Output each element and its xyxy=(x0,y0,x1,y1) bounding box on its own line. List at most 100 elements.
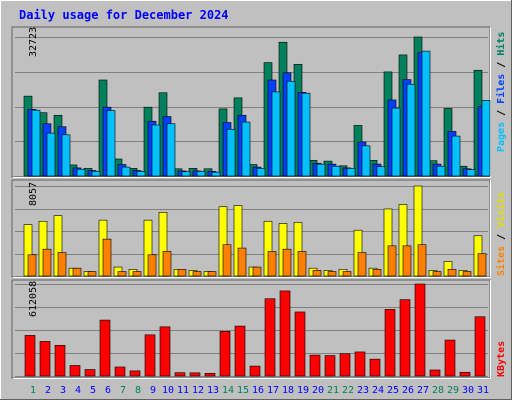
kbytes-bar xyxy=(159,326,171,377)
kbytes-bar xyxy=(459,371,471,377)
sites-bar xyxy=(117,271,127,277)
day-label: 25 xyxy=(387,385,399,396)
day-label: 23 xyxy=(357,385,369,396)
sites-bar xyxy=(192,271,202,277)
kbytes-bar xyxy=(354,351,366,377)
kbytes-panel: 612058 KBytes xyxy=(11,279,507,379)
files-legend: Files xyxy=(495,74,507,104)
visits-legend: Visits xyxy=(495,192,507,228)
sites-bar xyxy=(447,268,457,277)
sites-bar xyxy=(87,271,97,277)
sites-bar xyxy=(132,271,142,277)
pages-bar xyxy=(106,110,116,177)
pages-bar xyxy=(316,163,326,177)
day-label: 27 xyxy=(417,385,429,396)
sites-bar xyxy=(297,251,307,277)
sites-bar xyxy=(402,245,412,277)
pages-bar xyxy=(271,91,281,177)
day-label: 22 xyxy=(342,385,354,396)
pages-bar xyxy=(61,134,71,177)
sites-bar xyxy=(432,271,442,277)
kbytes-bar xyxy=(264,298,276,377)
sites-bar xyxy=(387,245,397,277)
day-label: 26 xyxy=(402,385,414,396)
kbytes-bar xyxy=(369,358,381,377)
sites-bar xyxy=(237,247,247,277)
sites-bar xyxy=(267,251,277,277)
kbytes-bar xyxy=(429,369,441,377)
sites-bar xyxy=(57,252,67,277)
pages-bar xyxy=(331,165,341,177)
kbytes-bar xyxy=(414,283,426,377)
day-label: 1 xyxy=(30,385,36,396)
pages-bar xyxy=(121,166,131,177)
kbytes-bar xyxy=(309,354,321,377)
x-axis-day-labels: 1 2 3 4 5 6 7 8 9 10 11 12 13 14 15 16 17 18 19 20 21 22 23 24 2… xyxy=(30,385,489,396)
pages-bar xyxy=(241,121,251,177)
day-label: 21 xyxy=(327,385,339,396)
day-label: 12 xyxy=(192,385,204,396)
panel1-axis-label: Pages / Files / Hits xyxy=(495,32,507,152)
day-label: 30 xyxy=(462,385,474,396)
day-label: 3 xyxy=(60,385,66,396)
pages-legend: Pages xyxy=(496,122,507,152)
pages-bar xyxy=(346,168,356,177)
kbytes-bar xyxy=(249,365,261,377)
visits-sites-panel: 8057 Sites / Visits xyxy=(11,179,507,278)
kbytes-bar xyxy=(189,372,201,377)
kbytes-bar xyxy=(474,316,486,377)
pages-bar xyxy=(286,80,296,177)
sites-bar xyxy=(162,251,172,277)
day-label: 13 xyxy=(207,385,219,396)
pages-bar xyxy=(76,168,86,177)
sites-bar xyxy=(372,268,382,277)
day-label: 18 xyxy=(282,385,294,396)
pages-bar xyxy=(451,135,461,177)
pages-bar xyxy=(31,109,41,177)
day-label: 6 xyxy=(105,385,111,396)
kbytes-bar xyxy=(279,290,291,377)
kbytes-bar xyxy=(219,331,231,377)
day-label: 16 xyxy=(252,385,264,396)
sites-bar xyxy=(42,248,52,277)
sites-bar xyxy=(177,268,187,277)
pages-bar xyxy=(166,123,176,177)
sites-bar xyxy=(357,252,367,277)
pages-bar xyxy=(151,124,161,177)
sites-bar xyxy=(327,271,337,277)
pages-bar xyxy=(91,171,101,177)
sites-bar xyxy=(417,244,427,277)
kbytes-bar xyxy=(294,311,306,377)
pages-bar xyxy=(361,145,371,177)
kbytes-bar xyxy=(384,309,396,377)
kbytes-bar xyxy=(69,365,81,377)
sites-bar xyxy=(462,271,472,277)
chart-title: Daily usage for December 2024 xyxy=(19,8,229,22)
svg-text:Pages / Files / Hits: Pages / Files / Hits xyxy=(495,32,507,152)
day-label: 4 xyxy=(75,385,81,396)
kbytes-bar xyxy=(84,369,96,377)
pages-bar xyxy=(421,50,431,177)
sites-bar xyxy=(477,253,487,277)
sites-bar xyxy=(102,238,112,277)
day-label: 17 xyxy=(267,385,279,396)
pages-bar xyxy=(466,169,476,177)
pages-bar xyxy=(301,92,311,177)
kbytes-bar xyxy=(54,345,66,377)
pages-bar xyxy=(406,83,416,177)
day-label: 9 xyxy=(150,385,156,396)
kbytes-bar xyxy=(129,370,141,377)
kbytes-bar xyxy=(24,335,36,377)
day-label: 19 xyxy=(297,385,309,396)
sites-legend: Sites xyxy=(495,246,507,276)
panel2-axis-label: Sites / Visits xyxy=(495,192,507,276)
hits-legend: Hits xyxy=(495,32,507,56)
sites-bar xyxy=(252,266,262,277)
pages-bar xyxy=(226,128,236,177)
pages-bar xyxy=(376,166,386,177)
day-label: 2 xyxy=(45,385,51,396)
kbytes-bar xyxy=(39,341,51,377)
day-label: 5 xyxy=(90,385,96,396)
day-label: 31 xyxy=(477,385,489,396)
kbytes-ymax-label: 612058 xyxy=(28,281,39,317)
